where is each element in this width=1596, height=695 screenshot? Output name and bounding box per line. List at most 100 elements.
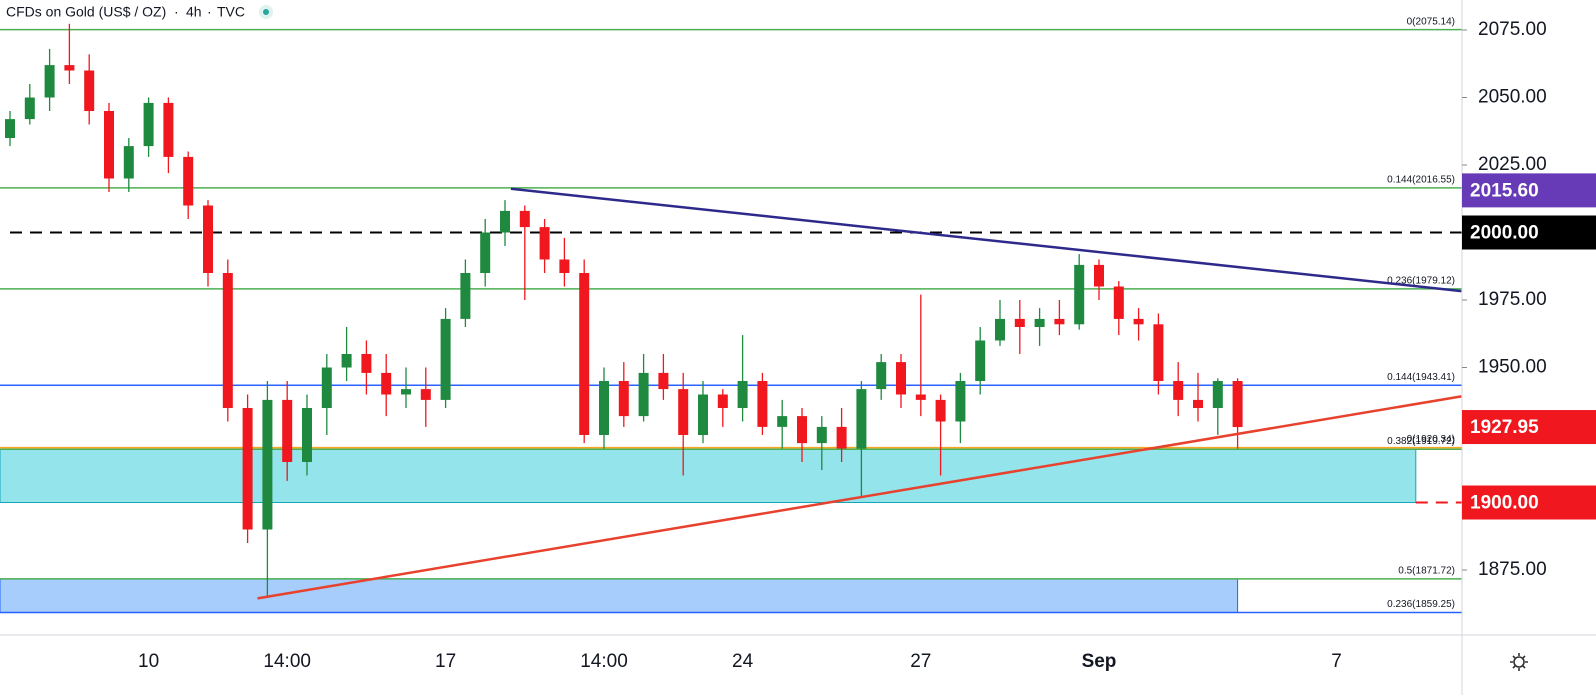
- candle-body: [222, 273, 233, 409]
- candle-body: [915, 394, 926, 400]
- x-tick-label: 10: [138, 651, 159, 672]
- candle-body: [757, 381, 768, 427]
- candle-body: [302, 408, 312, 463]
- x-tick-label: 7: [1331, 651, 1342, 672]
- candle-body: [975, 340, 986, 382]
- trendline: [510, 187, 1462, 293]
- candle-body: [539, 227, 550, 260]
- price-tag-label: 1900.00: [1470, 493, 1539, 514]
- candle-body: [44, 65, 55, 98]
- x-tick-label: 24: [732, 651, 754, 672]
- candle-body: [104, 110, 114, 179]
- candle-body: [638, 372, 649, 417]
- x-tick-label: 14:00: [580, 651, 628, 672]
- candle-body: [440, 318, 451, 400]
- candle-body: [1232, 381, 1243, 428]
- candle-body: [64, 65, 75, 71]
- candle-body: [599, 381, 609, 436]
- candle-body: [1113, 286, 1124, 319]
- price-tag-label: 2015.60: [1470, 180, 1539, 201]
- candle-body: [143, 102, 154, 147]
- candle-body: [500, 210, 510, 233]
- y-tick-label: 1875.00: [1478, 559, 1547, 580]
- price-tag-label: 1927.95: [1470, 417, 1539, 438]
- candle-body: [242, 408, 253, 530]
- y-tick-label: 2075.00: [1478, 19, 1547, 40]
- trendline: [257, 395, 1462, 600]
- candle-body: [856, 389, 867, 449]
- candle-body: [1074, 264, 1085, 325]
- interval: 4h: [186, 4, 202, 20]
- candle-body: [876, 362, 887, 390]
- candle-body: [401, 389, 411, 395]
- candle-body: [123, 146, 134, 179]
- legend-bg: [0, 0, 290, 24]
- candle-body: [1153, 324, 1164, 382]
- candle-body: [203, 205, 213, 274]
- fib-label: 0.144(1943.41): [1387, 372, 1455, 383]
- candle-body: [797, 416, 807, 444]
- candle-body: [341, 354, 352, 368]
- candle-body: [163, 102, 174, 157]
- plot-area: 0(2075.14) 0.144(2016.55) 0.236(1979.12) 0.…: [0, 16, 1462, 614]
- candle-body: [618, 381, 629, 417]
- gear-teeth: [1510, 653, 1528, 671]
- y-tick-label: 1950.00: [1478, 357, 1547, 378]
- y-tick-label: 2025.00: [1478, 154, 1547, 175]
- candle-body: [1212, 381, 1223, 409]
- zone: [0, 448, 1417, 504]
- fib-label: 0.236(1979.12): [1387, 276, 1455, 287]
- candle-body: [717, 394, 728, 409]
- price-tag: [1462, 485, 1596, 520]
- gear: [1513, 656, 1525, 668]
- chart-title: CFDs on Gold (US$ / OZ): [6, 4, 166, 20]
- candle-body: [698, 394, 708, 436]
- fib-label: 0.144(2016.55): [1387, 174, 1455, 185]
- candle-body: [777, 416, 788, 427]
- candle-body: [5, 119, 15, 139]
- candle-body: [896, 362, 906, 395]
- source: TVC: [217, 4, 245, 20]
- x-tick-label: 27: [910, 651, 931, 672]
- fib-label: 0.382(1919.72): [1387, 436, 1455, 447]
- candle-body: [282, 399, 293, 463]
- x-tick-label: 14:00: [263, 651, 311, 672]
- price-tag: [1462, 410, 1596, 445]
- fib-label: 0(2075.14): [1407, 16, 1455, 27]
- candle-body: [836, 426, 847, 449]
- candle-body: [658, 372, 669, 390]
- candle-body: [579, 273, 590, 436]
- candle-body: [678, 389, 689, 436]
- candle-body: [519, 210, 530, 228]
- x-tick-label: 17: [435, 651, 456, 672]
- axes: 1875.00 1950.00 1975.00 2025.00 2050.00 2075.…: [138, 19, 1596, 672]
- candle-body: [84, 70, 95, 111]
- candle-body: [935, 399, 946, 422]
- zone: [0, 578, 1239, 614]
- candle-body: [816, 426, 827, 444]
- fib-label: 0.5(1871.72): [1398, 566, 1455, 577]
- candle-body: [1054, 318, 1065, 325]
- candle-body: [559, 259, 570, 274]
- candle-body: [737, 381, 748, 409]
- candle-body: [381, 372, 392, 395]
- fib-label: 0(1920.34): [1407, 434, 1455, 445]
- candle-body: [1014, 318, 1025, 328]
- status-dot: [263, 9, 269, 15]
- dot: ·: [207, 4, 212, 20]
- y-tick-label: 1975.00: [1478, 289, 1547, 310]
- fib-label: 0.236(1859.25): [1387, 599, 1455, 610]
- candle-body: [1034, 318, 1045, 328]
- y-tick-label: 2050.00: [1478, 87, 1547, 108]
- candle-body: [321, 367, 332, 409]
- candle-body: [995, 318, 1005, 341]
- candle-body: [1173, 381, 1184, 400]
- candle-body: [420, 389, 431, 400]
- settings-icon[interactable]: [1510, 653, 1528, 671]
- candle-body: [460, 273, 471, 319]
- price-tag: [1462, 215, 1596, 250]
- candle-body: [955, 381, 966, 422]
- candle-body: [361, 354, 372, 373]
- candle-body: [1133, 318, 1144, 325]
